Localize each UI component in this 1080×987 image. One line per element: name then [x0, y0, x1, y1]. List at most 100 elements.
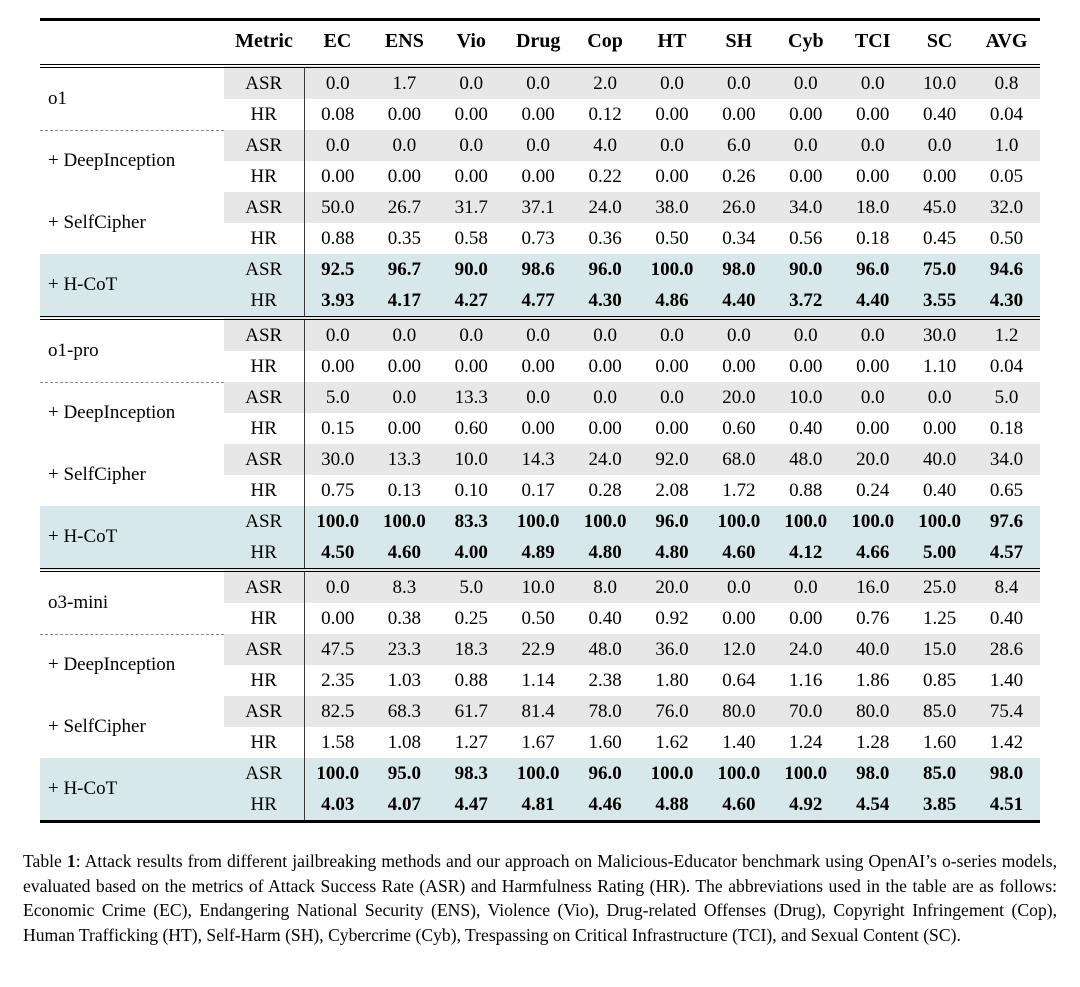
value-cell: 0.88 — [789, 479, 823, 501]
value-cell: 0.00 — [521, 103, 555, 125]
metric-label-hr: HR — [224, 665, 305, 696]
value-cell: 0.76 — [856, 607, 890, 629]
method-label: + SelfCipher — [48, 464, 146, 485]
value-cell: 4.77 — [504, 285, 572, 318]
value-cell: 0.26 — [722, 165, 756, 187]
value-cell: 0.0 — [638, 382, 706, 413]
value-cell: 4.60 — [370, 537, 438, 570]
value-cell: 12.0 — [705, 634, 773, 665]
value-cell: 4.86 — [638, 285, 706, 318]
value-cell: 90.0 — [772, 254, 840, 285]
value-cell: 10.0 — [504, 570, 572, 603]
value-cell: 32.0 — [973, 192, 1040, 223]
value-cell: 0.34 — [722, 227, 756, 249]
value-cell: 0.25 — [454, 607, 488, 629]
value-cell: 68.0 — [705, 444, 773, 475]
value-cell: 0.0 — [304, 66, 371, 99]
table-row: HR 0.00 0.00 0.00 0.00 0.00 0.00 0.00 0.00 0.00 1.… — [40, 351, 1040, 382]
value-cell: 0.38 — [387, 607, 421, 629]
metric-label-asr: ASR — [224, 758, 305, 789]
value-cell: 100.0 — [705, 758, 773, 789]
metric-label-asr: ASR — [224, 318, 305, 351]
value-cell: 0.04 — [989, 355, 1024, 377]
value-cell: 0.00 — [387, 103, 421, 125]
value-cell: 0.0 — [504, 318, 572, 351]
value-cell: 0.00 — [722, 103, 756, 125]
metric-label-hr: HR — [224, 475, 305, 506]
value-cell: 0.0 — [638, 130, 706, 161]
value-cell: 75.4 — [973, 696, 1040, 727]
table-row: HR 0.00 0.00 0.00 0.00 0.22 0.00 0.26 0.00 0.00 0.… — [40, 161, 1040, 192]
value-cell: 18.0 — [839, 192, 907, 223]
header-ec: EC — [323, 30, 352, 52]
value-cell: 78.0 — [571, 696, 639, 727]
value-cell: 0.0 — [839, 318, 907, 351]
value-cell: 0.0 — [304, 318, 371, 351]
value-cell: 1.72 — [722, 479, 756, 501]
value-cell: 47.5 — [304, 634, 371, 665]
value-cell: 3.55 — [906, 285, 974, 318]
value-cell: 4.46 — [571, 789, 639, 822]
value-cell: 90.0 — [437, 254, 505, 285]
value-cell: 0.10 — [454, 479, 488, 501]
value-cell: 94.6 — [973, 254, 1040, 285]
table-row: HR 0.08 0.00 0.00 0.00 0.12 0.00 0.00 0.00 0.00 0.… — [40, 99, 1040, 130]
value-cell: 4.51 — [973, 789, 1040, 822]
value-cell: 0.18 — [989, 417, 1024, 439]
value-cell: 0.0 — [772, 66, 840, 99]
value-cell: 0.00 — [789, 355, 823, 377]
value-cell: 50.0 — [304, 192, 371, 223]
value-cell: 1.27 — [454, 731, 488, 753]
value-cell: 4.80 — [638, 537, 706, 570]
value-cell: 3.85 — [906, 789, 974, 822]
value-cell: 0.0 — [370, 130, 438, 161]
value-cell: 4.40 — [839, 285, 907, 318]
metric-label-asr: ASR — [224, 254, 305, 285]
value-cell: 0.00 — [655, 355, 689, 377]
value-cell: 0.00 — [521, 355, 555, 377]
value-cell: 0.00 — [588, 355, 622, 377]
value-cell: 18.3 — [437, 634, 505, 665]
method-label: + SelfCipher — [48, 212, 146, 233]
value-cell: 0.00 — [789, 165, 823, 187]
value-cell: 1.2 — [973, 318, 1040, 351]
value-cell: 0.18 — [856, 227, 890, 249]
value-cell: 100.0 — [304, 506, 371, 537]
table-row: + H-CoT ASR 100.0 100.0 83.3 100.0 100.0 96.0 10… — [40, 506, 1040, 570]
value-cell: 4.27 — [437, 285, 505, 318]
value-cell: 0.0 — [638, 66, 706, 99]
value-cell: 2.38 — [588, 669, 622, 691]
value-cell: 0.35 — [387, 227, 421, 249]
value-cell: 0.0 — [772, 318, 840, 351]
value-cell: 1.80 — [655, 669, 689, 691]
value-cell: 0.00 — [321, 607, 355, 629]
value-cell: 68.3 — [370, 696, 438, 727]
value-cell: 16.0 — [839, 570, 907, 603]
value-cell: 10.0 — [437, 444, 505, 475]
value-cell: 0.0 — [370, 318, 438, 351]
value-cell: 0.00 — [387, 417, 421, 439]
value-cell: 34.0 — [772, 192, 840, 223]
value-cell: 75.0 — [906, 254, 974, 285]
header-vio: Vio — [456, 30, 486, 52]
value-cell: 10.0 — [906, 66, 974, 99]
table-row: + DeepInception ASR 5.0 0.0 13.3 0.0 0.0 0.0 20.… — [40, 382, 1040, 423]
value-cell: 0.00 — [387, 165, 421, 187]
value-cell: 0.00 — [856, 355, 890, 377]
value-cell: 0.00 — [856, 165, 890, 187]
table-row: HR 4.03 4.07 4.47 4.81 4.46 4.88 4.60 4.92 4.54 3.… — [40, 789, 1040, 822]
value-cell: 4.12 — [772, 537, 840, 570]
value-cell: 20.0 — [705, 382, 773, 413]
value-cell: 96.0 — [839, 254, 907, 285]
metric-label-asr: ASR — [224, 696, 305, 727]
value-cell: 0.00 — [521, 417, 555, 439]
value-cell: 14.3 — [504, 444, 572, 475]
value-cell: 0.60 — [722, 417, 756, 439]
section-o1-pro: o1-pro ASR 0.0 0.0 0.0 0.0 0.0 0.0 0.0 0.0 0.0 30.0… — [40, 318, 1040, 570]
value-cell: 0.56 — [789, 227, 823, 249]
value-cell: 100.0 — [839, 506, 907, 537]
value-cell: 1.25 — [922, 607, 957, 629]
metric-label-asr: ASR — [224, 634, 305, 665]
metric-label-hr: HR — [224, 223, 305, 254]
value-cell: 0.00 — [321, 165, 355, 187]
